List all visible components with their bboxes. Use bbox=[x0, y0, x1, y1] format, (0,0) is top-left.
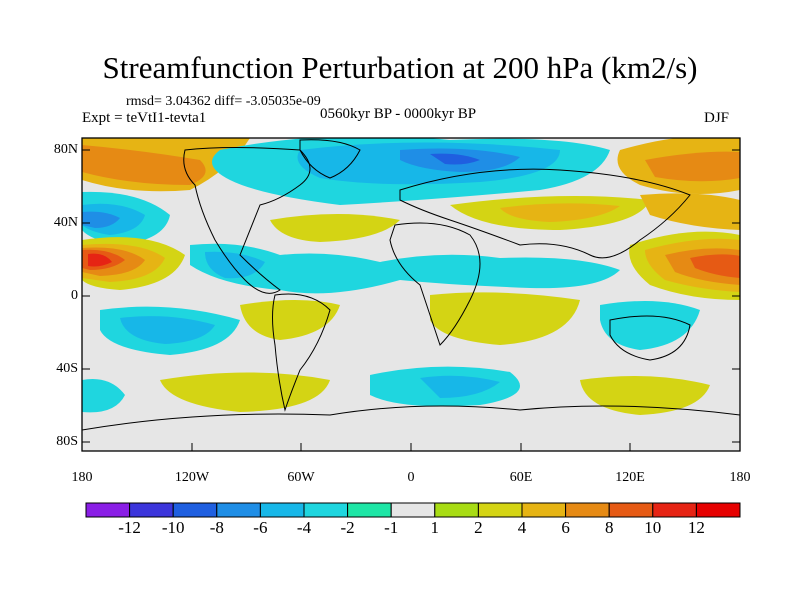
colorbar-swatch bbox=[172, 502, 218, 518]
colorbar-swatch bbox=[347, 502, 392, 518]
colorbar-tick-label: 12 bbox=[687, 518, 705, 537]
coast-north-america bbox=[183, 147, 311, 294]
lat-tick-label: 80N bbox=[53, 142, 78, 157]
coast-south-america bbox=[272, 293, 331, 412]
colorbar-swatch bbox=[477, 502, 523, 518]
period-label: 0560kyr BP - 0000kyr BP bbox=[320, 106, 477, 122]
colorbar-swatch bbox=[129, 502, 174, 518]
colorbar-swatch bbox=[652, 502, 697, 518]
colorbar-tick-label: -2 bbox=[340, 518, 355, 537]
lat-tick-label: 40N bbox=[53, 215, 78, 230]
colorbar-tick-label: -4 bbox=[296, 518, 312, 537]
coast-antarctica bbox=[82, 405, 740, 431]
experiment-label: Expt = teVtI1-tevta1 bbox=[82, 110, 207, 126]
plot-title: Streamfunction Perturbation at 200 hPa (… bbox=[102, 50, 698, 85]
lon-tick-label: 120W bbox=[174, 470, 210, 485]
colorbar-swatch bbox=[695, 502, 741, 518]
colorbar-tick-label: 6 bbox=[561, 518, 570, 537]
colorbar-swatch bbox=[216, 502, 261, 518]
lon-tick-label: 60E bbox=[509, 470, 533, 485]
colorbar-swatch bbox=[85, 502, 131, 518]
colorbar-tick-label: 10 bbox=[644, 518, 662, 537]
colorbar-tick-label: -1 bbox=[384, 518, 399, 537]
lon-tick-label: 0 bbox=[407, 470, 415, 485]
colorbar-swatch bbox=[303, 502, 349, 518]
colorbar-tick-label: 8 bbox=[604, 518, 614, 537]
contour-fields bbox=[82, 138, 740, 415]
lon-tick-label: 180 bbox=[729, 470, 751, 485]
lon-tick-label: 120E bbox=[615, 470, 645, 485]
axis-ticks bbox=[81, 149, 741, 451]
anomaly-negative-sindian bbox=[600, 301, 700, 350]
colorbar-tick-label: -6 bbox=[253, 518, 268, 537]
stats-line: rmsd= 3.04362 diff= -3.05035e-09 bbox=[126, 94, 321, 109]
anomaly-positive-midlat bbox=[270, 214, 400, 242]
coast-africa bbox=[389, 222, 481, 346]
colorbar-tick-label: 1 bbox=[430, 518, 440, 537]
colorbar-swatch bbox=[521, 502, 567, 518]
colorbar-tick-label: -8 bbox=[209, 518, 224, 537]
colorbar-tick-label: -12 bbox=[118, 518, 141, 537]
lon-tick-label: 60W bbox=[287, 470, 315, 485]
colorbar-tick-label: 2 bbox=[474, 518, 483, 537]
colorbar bbox=[85, 502, 741, 518]
colorbar-swatch bbox=[259, 502, 305, 518]
season-label: DJF bbox=[704, 110, 730, 126]
colorbar-swatch bbox=[390, 502, 436, 518]
lon-tick-label: 180 bbox=[71, 470, 93, 485]
coast-eurasia bbox=[399, 168, 691, 259]
colorbar-tick-label: -10 bbox=[161, 518, 185, 537]
colorbar-tick-label: 4 bbox=[517, 518, 527, 537]
coast-australia bbox=[609, 315, 691, 361]
anomaly-negative-tropics bbox=[190, 243, 620, 294]
lat-tick-label: 80S bbox=[56, 434, 78, 449]
coast-greenland bbox=[299, 139, 361, 179]
colorbar-swatch bbox=[608, 502, 654, 518]
lat-tick-label: 40S bbox=[56, 361, 78, 376]
colorbar-swatch bbox=[565, 502, 610, 518]
lat-tick-label: 0 bbox=[71, 288, 78, 303]
coastlines bbox=[82, 139, 740, 431]
colorbar-swatch bbox=[434, 502, 479, 518]
